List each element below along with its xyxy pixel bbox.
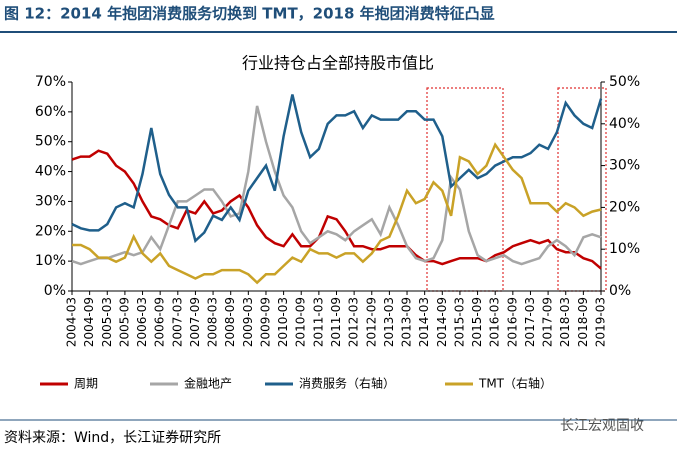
y2-tick-label: 50% bbox=[609, 74, 640, 90]
y-tick-label: 70% bbox=[35, 74, 66, 90]
x-tick-label: 2012-03 bbox=[347, 297, 361, 347]
y-tick-label: 20% bbox=[35, 223, 66, 239]
x-tick-label: 2014-03 bbox=[417, 297, 431, 347]
x-tick-label: 2017-03 bbox=[523, 297, 537, 347]
x-tick-label: 2007-03 bbox=[170, 297, 184, 347]
x-tick-label: 2006-09 bbox=[153, 297, 167, 347]
highlight-box bbox=[557, 87, 607, 292]
x-tick-label: 2011-03 bbox=[311, 297, 325, 347]
series-line bbox=[71, 149, 602, 270]
y-tick-label: 10% bbox=[35, 253, 66, 269]
y-tick-label: 60% bbox=[35, 104, 66, 120]
x-tick-label: 2006-03 bbox=[135, 297, 149, 347]
x-tick-label: 2013-03 bbox=[382, 297, 396, 347]
x-tick-label: 2018-09 bbox=[576, 297, 590, 347]
series-line bbox=[71, 94, 603, 244]
y2-tick-label: 20% bbox=[609, 199, 640, 215]
y2-tick-label: 30% bbox=[609, 158, 640, 174]
source: 资料来源：Wind，长江证券研究所 bbox=[4, 430, 221, 446]
y-tick-label: 40% bbox=[35, 164, 66, 180]
x-tick-label: 2007-09 bbox=[188, 297, 202, 347]
legend-label: TMT（右轴） bbox=[478, 376, 552, 391]
x-tick-label: 2008-09 bbox=[223, 297, 237, 347]
series-line bbox=[72, 142, 602, 285]
x-tick-label: 2005-03 bbox=[100, 297, 114, 347]
y2-tick-label: 10% bbox=[609, 241, 640, 257]
watermark: 长江宏观固收 bbox=[560, 418, 644, 434]
chart-title: 行业持仓占全部持股市值比 bbox=[242, 54, 434, 73]
header: 图 12：2014 年抱团消费服务切换到 TMT，2018 年抱团消费特征凸显 bbox=[4, 5, 495, 23]
x-tick-label: 2016-09 bbox=[505, 297, 519, 347]
x-tick-label: 2010-09 bbox=[294, 297, 308, 347]
x-tick-label: 2015-03 bbox=[452, 297, 466, 347]
x-tick-label: 2011-09 bbox=[329, 297, 343, 347]
x-tick-label: 2008-03 bbox=[206, 297, 220, 347]
x-tick-label: 2010-03 bbox=[276, 297, 290, 347]
x-tick-label: 2013-09 bbox=[400, 297, 414, 347]
x-tick-label: 2005-09 bbox=[117, 297, 131, 347]
x-tick-label: 2014-09 bbox=[435, 297, 449, 347]
legend-label: 周期 bbox=[74, 377, 98, 391]
y2-tick-label: 40% bbox=[609, 116, 640, 132]
y-tick-label: 0% bbox=[44, 283, 66, 299]
x-tick-label: 2017-09 bbox=[541, 297, 555, 347]
x-tick-label: 2009-03 bbox=[241, 297, 255, 347]
x-tick-label: 2004-09 bbox=[82, 297, 96, 347]
x-tick-label: 2015-09 bbox=[470, 297, 484, 347]
x-tick-label: 2018-03 bbox=[558, 297, 572, 347]
legend-label: 金融地产 bbox=[184, 376, 232, 391]
x-tick-label: 2012-09 bbox=[364, 297, 378, 347]
series-line bbox=[71, 105, 602, 266]
y2-tick-label: 0% bbox=[609, 283, 631, 299]
y-tick-label: 30% bbox=[35, 193, 66, 209]
x-tick-label: 2009-09 bbox=[258, 297, 272, 347]
y-tick-label: 50% bbox=[35, 134, 66, 150]
x-tick-label: 2016-03 bbox=[488, 297, 502, 347]
x-tick-label: 2004-03 bbox=[65, 297, 79, 347]
legend-label: 消费服务（右轴） bbox=[299, 376, 395, 391]
x-tick-label: 2019-03 bbox=[594, 297, 608, 347]
